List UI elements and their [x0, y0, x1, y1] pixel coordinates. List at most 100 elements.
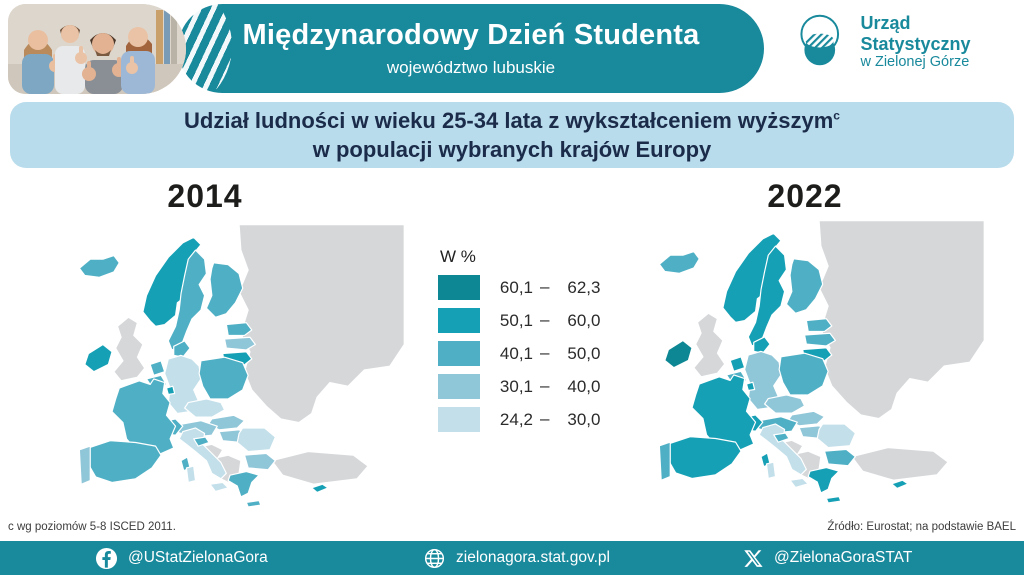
map-country-italy-2022	[758, 423, 807, 476]
map-country-spain-2014	[87, 440, 162, 484]
year-label-2014: 2014	[167, 178, 243, 214]
map-country-spain-2022	[667, 436, 742, 480]
legend-swatch-2	[438, 341, 480, 366]
map-country-greece-2022	[807, 466, 840, 494]
legend-row-3: 30,1–40,0	[438, 374, 608, 399]
map-country-latvia-2022	[803, 332, 836, 347]
chart-title-banner: Udział ludności w wieku 25-34 lata z wyk…	[10, 102, 1014, 168]
map-country-uk-2022	[693, 312, 726, 378]
map-country-iceland-2022	[658, 250, 700, 274]
legend-items: 60,1–62,3 50,1–60,0 40,1–50,0 30,1–40,0 24,2…	[438, 275, 608, 432]
page-subtitle: województwo lubuskie	[386, 58, 556, 77]
map-country-luxembourg-2022	[745, 381, 756, 391]
map-country-slovenia-2014	[193, 436, 210, 447]
facebook-handle: @UStatZielonaGora	[128, 549, 268, 566]
map-country-denmark-2022	[753, 336, 771, 354]
map-country-sardinia-2022	[765, 461, 777, 480]
map-country-eastern_europe-2022	[818, 220, 985, 420]
legend-row-1: 50,1–60,0	[438, 308, 608, 333]
legend-swatch-0	[438, 275, 480, 300]
x-handle: @ZielonaGoraSTAT	[774, 549, 913, 566]
map-country-romania-2022	[816, 423, 856, 449]
map-country-sardinia-2014	[185, 465, 197, 484]
x-link[interactable]: @ZielonaGoraSTAT	[743, 541, 912, 575]
chart-title-line-2: w populacji wybranych krajów Europy	[312, 136, 712, 162]
map-country-romania-2014	[236, 427, 276, 453]
map-country-estonia-2014	[225, 322, 253, 337]
map-country-estonia-2022	[805, 318, 833, 333]
legend-row-4: 24,2–30,0	[438, 407, 608, 432]
legend-swatch-3	[438, 374, 480, 399]
website-url: zielonagora.stat.gov.pl	[456, 549, 610, 566]
map-country-slovenia-2022	[773, 432, 790, 443]
map-country-france-2022	[691, 374, 757, 452]
map-country-portugal-2022	[658, 441, 671, 481]
legend-row-0: 60,1–62,3	[438, 275, 608, 300]
statistical-office-logo: Urząd Statystyczny w Zielonej Górze	[793, 12, 1024, 72]
map-legend: W % 60,1–62,3 50,1–60,0 40,1–50,0 30,1–40,0…	[438, 247, 608, 440]
legend-label-3: 30,1–40,0	[499, 375, 601, 396]
logo-line-1: Urząd Statystyczny	[860, 12, 971, 54]
europe-map-2014	[28, 212, 432, 516]
legend-label-2: 40,1–50,0	[499, 342, 601, 363]
map-country-ireland-2014	[84, 343, 113, 373]
facebook-icon	[95, 547, 118, 569]
map-country-greece-2014	[227, 470, 260, 498]
legend-label-0: 60,1–62,3	[499, 276, 601, 297]
legend-swatch-4	[438, 407, 480, 432]
map-country-portugal-2014	[78, 445, 91, 485]
map-country-crete-2014	[245, 499, 262, 508]
map-country-uk-2014	[113, 316, 146, 382]
chart-title-line-1: Udział ludności w wieku 25-34 lata z wyk…	[184, 108, 840, 134]
map-country-poland-2014	[198, 356, 249, 400]
header-banner: Międzynarodowy Dzień Studenta województw…	[178, 4, 764, 93]
map-country-sicily-2022	[789, 477, 809, 489]
map-country-ireland-2022	[664, 339, 693, 369]
map-country-bulgaria-2022	[823, 448, 856, 467]
map-country-italy-2014	[178, 427, 227, 480]
logo-line-2: w Zielonej Górze	[860, 54, 970, 71]
legend-label-4: 24,2–30,0	[499, 408, 601, 429]
map-country-france-2014	[111, 378, 177, 456]
map-country-netherlands-2022	[729, 356, 746, 372]
map-country-turkey-2014	[271, 450, 369, 485]
footnote-isced: c wg poziomów 5-8 ISCED 2011.	[8, 521, 176, 533]
map-country-czechia-2022	[764, 394, 806, 414]
page-title: Międzynarodowy Dzień Studenta	[242, 19, 700, 51]
year-label-2022: 2022	[767, 178, 843, 214]
map-country-eastern_europe-2014	[238, 224, 405, 424]
map-country-poland-2022	[778, 352, 829, 396]
europe-choropleth-2022	[658, 220, 985, 504]
map-country-iceland-2014	[78, 254, 120, 278]
students-photo	[8, 4, 186, 94]
map-country-finland-2014	[205, 262, 244, 318]
map-country-czechia-2014	[184, 398, 226, 418]
facebook-link[interactable]: @UStatZielonaGora	[95, 541, 268, 575]
map-country-finland-2022	[785, 258, 824, 314]
x-icon	[744, 549, 763, 567]
map-country-cyprus-2022	[891, 479, 909, 489]
map-country-denmark-2014	[173, 340, 191, 358]
map-country-luxembourg-2014	[165, 385, 176, 395]
europe-choropleth-2014	[78, 224, 405, 508]
legend-swatch-1	[438, 308, 480, 333]
legend-title: W %	[440, 247, 476, 266]
legend-label-1: 50,1–60,0	[499, 309, 601, 330]
students-photo-art	[8, 4, 186, 94]
statistical-office-name: Urząd Statystyczny w Zielonej Górze	[860, 13, 1024, 71]
map-country-bulgaria-2014	[243, 452, 276, 471]
map-country-netherlands-2014	[149, 360, 166, 376]
map-country-crete-2022	[825, 495, 842, 504]
map-country-latvia-2014	[223, 336, 256, 351]
social-bar: @UStatZielonaGora zielonagora.stat.gov.p…	[0, 541, 1024, 575]
footnote-marker: c	[833, 108, 840, 123]
map-country-cyprus-2014	[311, 483, 329, 493]
map-country-turkey-2022	[851, 446, 949, 481]
chart-title-text: Udział ludności w wieku 25-34 lata z wyk…	[184, 107, 834, 133]
map-country-sicily-2014	[209, 481, 229, 493]
website-link[interactable]: zielonagora.stat.gov.pl	[423, 541, 610, 575]
legend-row-2: 40,1–50,0	[438, 341, 608, 366]
source-note: Źródło: Eurostat; na podstawie BAEL	[827, 521, 1016, 533]
statistical-office-logo-icon	[800, 14, 840, 66]
